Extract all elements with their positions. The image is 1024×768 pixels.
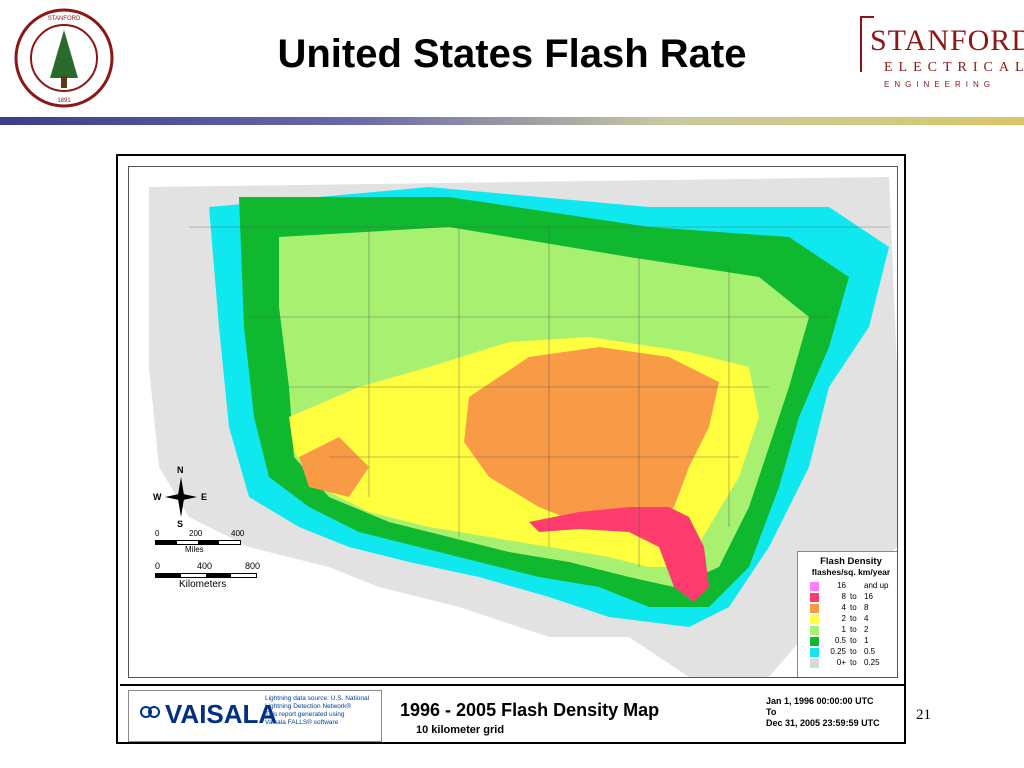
vaisala-brand: VAISALA [165, 699, 278, 729]
flash-density-map-frame: N S W E 0 200 400 Miles 0 400 800 Kilome… [116, 154, 906, 744]
vaisala-box: VAISALA Lightning data source: U.S. Nati… [128, 690, 382, 742]
legend-swatch [810, 648, 819, 657]
legend-to: 1 [864, 636, 869, 645]
legend-from: 2 [841, 614, 846, 623]
scale-bar-miles: 0 200 400 Miles [155, 529, 255, 559]
legend-from: 0.25 [830, 647, 846, 656]
legend-from: 0.5 [834, 636, 846, 645]
legend-item: 1 to 2 [798, 625, 897, 636]
scale-miles-tick-0: 0 [155, 529, 160, 538]
legend-to: 4 [864, 614, 869, 623]
legend-item: 0+ to 0.25 [798, 658, 897, 669]
map-title: 1996 - 2005 Flash Density Map [400, 700, 660, 720]
compass-rose: N S W E [153, 465, 207, 529]
legend-sep: to [850, 658, 857, 667]
legend-swatch [810, 615, 819, 624]
scale-km-tick-0: 0 [155, 561, 161, 571]
legend-swatch [810, 637, 819, 646]
compass-e: E [201, 492, 208, 502]
compass-n: N [177, 465, 184, 475]
legend-swatch [810, 582, 819, 591]
legend-sep: to [850, 625, 857, 634]
legend-swatch [810, 659, 819, 668]
legend-to: 8 [864, 603, 869, 612]
legend-title: Flash Density [820, 556, 882, 567]
legend-to: 2 [864, 625, 869, 634]
legend-item: 0.5 to 1 [798, 636, 897, 647]
source-line-1: Lightning data source: U.S. National [265, 695, 370, 702]
us-flash-density-image [149, 177, 897, 677]
legend-sep: to [850, 647, 857, 656]
scale-miles-tick-2: 400 [231, 529, 245, 538]
source-line-3: This report generated using [265, 711, 345, 718]
vaisala-logo-icon [140, 706, 160, 718]
date-from: Jan 1, 1996 00:00:00 UTC [766, 696, 874, 706]
legend-to: 0.5 [864, 647, 876, 656]
compass-w: W [153, 492, 162, 502]
legend-sep: to [850, 636, 857, 645]
legend-from: 1 [841, 625, 846, 634]
legend-to: and up [864, 581, 889, 590]
map-footer: VAISALA Lightning data source: U.S. Nati… [120, 684, 904, 744]
legend-item: 4 to 8 [798, 603, 897, 614]
legend-from: 8 [841, 592, 846, 601]
date-range: Jan 1, 1996 00:00:00 UTC To Dec 31, 2005… [766, 696, 880, 729]
legend-item: 0.25 to 0.5 [798, 647, 897, 658]
logo-line3: ENGINEERING [884, 80, 996, 89]
legend-to: 16 [864, 592, 873, 601]
scale-km-tick-1: 400 [197, 561, 213, 571]
svg-text:1891: 1891 [57, 98, 71, 104]
logo-line1: STANFORD [870, 24, 1024, 57]
scale-bar-km: 0 400 800 Kilometers [155, 561, 275, 595]
data-source-note: Lightning data source: U.S. National Lig… [265, 695, 380, 727]
legend-item: 2 to 4 [798, 614, 897, 625]
page-number: 21 [916, 707, 931, 723]
map-grid: 10 kilometer grid [416, 724, 505, 736]
legend-item: 16 and up [798, 581, 897, 592]
source-line-4: Vaisala FALLS® software [265, 719, 339, 726]
legend-swatch [810, 604, 819, 613]
flash-density-map: N S W E 0 200 400 Miles 0 400 800 Kilome… [128, 166, 898, 678]
source-line-2: Lightning Detection Network® [265, 703, 352, 710]
scale-miles-tick-1: 200 [189, 529, 203, 538]
compass-s: S [177, 519, 184, 529]
legend-sep: to [850, 603, 857, 612]
compass-icon [165, 477, 197, 517]
header-rule [0, 117, 1024, 125]
svg-text:STANFORD: STANFORD [48, 16, 81, 22]
date-to: Dec 31, 2005 23:59:59 UTC [766, 718, 880, 728]
stanford-seal-icon: STANFORD 1891 [14, 8, 114, 108]
legend-from: 4 [841, 603, 846, 612]
legend-swatch [810, 593, 819, 602]
legend-from: 16 [837, 581, 846, 590]
flash-density-legend: Flash Density flashes/sq. km/year 16 and … [797, 551, 897, 677]
slide-title: United States Flash Rate [277, 32, 747, 76]
scale-miles-unit: Miles [185, 545, 204, 554]
legend-swatch [810, 626, 819, 635]
legend-to: 0.25 [864, 658, 880, 667]
logo-line2: ELECTRICAL [884, 60, 1024, 75]
scale-km-tick-2: 800 [245, 561, 261, 571]
legend-from: 0+ [836, 658, 846, 667]
stanford-ee-logo: STANFORD ELECTRICAL ENGINEERING [860, 16, 1024, 96]
date-to-label: To [766, 707, 777, 717]
legend-sep: to [850, 592, 857, 601]
scale-km-unit: Kilometers [179, 579, 227, 590]
legend-unit: flashes/sq. km/year [811, 567, 891, 577]
legend-item: 8 to 16 [798, 592, 897, 603]
legend-sep: to [850, 614, 857, 623]
